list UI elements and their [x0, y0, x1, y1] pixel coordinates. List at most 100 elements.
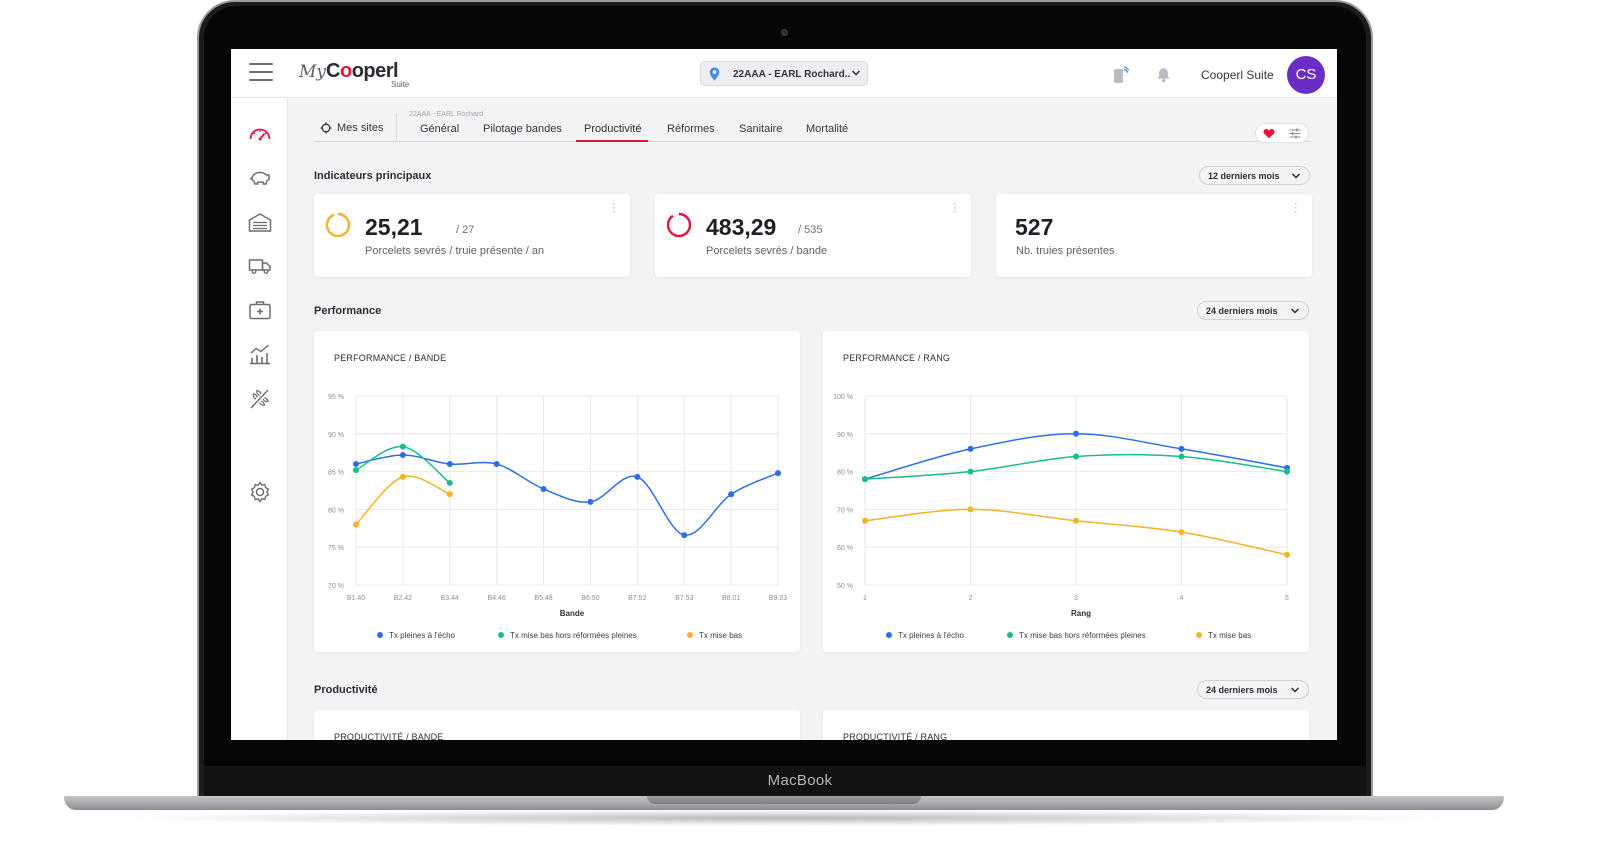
pig-icon[interactable]: [247, 165, 273, 191]
y-tick-label: 50 %: [837, 583, 853, 590]
data-point[interactable]: [1178, 445, 1185, 452]
data-point[interactable]: [1178, 529, 1185, 536]
location-pin-icon: [709, 67, 720, 81]
data-point[interactable]: [1284, 468, 1290, 475]
site-selector-value: 22AAA - EARL Rochard..: [733, 69, 851, 80]
data-point[interactable]: [493, 461, 500, 468]
user-name[interactable]: Cooperl Suite: [1201, 68, 1274, 82]
x-tick-label: B4.46: [488, 595, 506, 602]
data-point[interactable]: [353, 521, 359, 528]
chart-title: PRODUCTIVITÉ / RANG: [843, 732, 948, 740]
legend-item: Tx mise bas hors réformées pleines: [498, 631, 637, 640]
feed-icon[interactable]: [247, 385, 273, 411]
y-tick-label: 90 %: [328, 432, 344, 439]
data-point[interactable]: [399, 443, 406, 450]
data-point[interactable]: [1178, 453, 1185, 460]
tabs-row: Mes sites 22AAA - EARL Rochard Général P…: [314, 111, 1310, 142]
tab-mortalite[interactable]: Mortalité: [806, 123, 849, 135]
app-screen: MyCooperl Suite 22AAA - EARL Rochard.. C…: [231, 49, 1337, 740]
chart-title: PERFORMANCE / BANDE: [334, 353, 447, 363]
data-point[interactable]: [587, 498, 594, 505]
tab-separator: [396, 113, 397, 139]
period-select-performance[interactable]: 24 derniers mois: [1197, 301, 1309, 320]
data-point[interactable]: [446, 491, 453, 498]
data-point[interactable]: [634, 473, 641, 480]
hamburger-menu-icon[interactable]: [249, 63, 273, 83]
tab-actions: [1255, 123, 1309, 143]
chart-legend: Tx pleines à l'écho Tx mise bas hors réf…: [314, 631, 800, 643]
data-point[interactable]: [681, 532, 688, 539]
data-point[interactable]: [1284, 551, 1290, 558]
app-logo[interactable]: MyCooperl Suite: [299, 60, 410, 89]
kpi-value: 527: [1015, 214, 1054, 240]
heart-icon[interactable]: [1263, 128, 1275, 139]
filter-sliders-icon[interactable]: [1289, 128, 1301, 139]
tab-pilotage-bandes[interactable]: Pilotage bandes: [483, 123, 562, 135]
x-axis-label: Rang: [1071, 609, 1091, 618]
kpi-target: / 535: [798, 224, 823, 236]
data-point[interactable]: [540, 485, 547, 492]
data-point[interactable]: [1073, 517, 1079, 524]
legend-item: Tx mise bas hors réformées pleines: [1007, 631, 1146, 640]
legend-item: Tx pleines à l'écho: [377, 631, 455, 640]
settings-icon[interactable]: [247, 479, 273, 505]
analytics-icon[interactable]: [247, 341, 273, 367]
kpi-card-truies-presentes: 527 Nb. truies présentes · · ·: [996, 194, 1312, 277]
more-options-icon[interactable]: · · ·: [612, 198, 616, 218]
tab-productivite[interactable]: Productivité: [584, 123, 642, 135]
y-tick-label: 60 %: [837, 545, 853, 552]
data-point[interactable]: [1073, 430, 1079, 437]
chevron-down-icon: [851, 70, 861, 76]
period-select-indicateurs[interactable]: 12 derniers mois: [1199, 166, 1310, 185]
data-point[interactable]: [399, 451, 406, 458]
more-options-icon[interactable]: · · ·: [953, 198, 957, 218]
data-point[interactable]: [353, 467, 359, 474]
data-point[interactable]: [775, 470, 781, 477]
data-point[interactable]: [1073, 453, 1079, 460]
data-point[interactable]: [399, 473, 406, 480]
data-point[interactable]: [967, 468, 974, 475]
user-avatar[interactable]: CS: [1287, 56, 1325, 94]
x-axis-label: Bande: [560, 609, 585, 618]
building-icon[interactable]: [247, 209, 273, 235]
tab-reformes[interactable]: Réformes: [667, 123, 715, 135]
section-title-productivite: Productivité: [314, 684, 378, 696]
data-point[interactable]: [446, 461, 453, 468]
section-title-performance: Performance: [314, 305, 382, 317]
notification-bell-icon[interactable]: [1156, 67, 1171, 83]
chart-card-productivite-bande: PRODUCTIVITÉ / BANDE: [314, 710, 800, 740]
kpi-progress-ring: [666, 212, 692, 238]
truck-icon[interactable]: [247, 253, 273, 279]
site-selector[interactable]: 22AAA - EARL Rochard..: [700, 61, 868, 86]
x-tick-label: B7.52: [628, 595, 646, 602]
x-tick-label: B5.48: [534, 595, 552, 602]
data-point[interactable]: [728, 491, 735, 498]
chart-title: PRODUCTIVITÉ / BANDE: [334, 732, 444, 740]
more-options-icon[interactable]: · · ·: [1294, 198, 1298, 218]
phone-sync-icon[interactable]: [1113, 66, 1129, 84]
series-line: [355, 454, 779, 536]
chart-legend: Tx pleines à l'écho Tx mise bas hors réf…: [823, 631, 1309, 643]
chevron-down-icon: [1291, 173, 1301, 179]
data-point[interactable]: [446, 479, 453, 486]
tab-general[interactable]: Général: [420, 123, 460, 135]
x-tick-label: B8.01: [722, 595, 740, 602]
x-tick-label: B3.44: [441, 595, 459, 602]
data-point[interactable]: [862, 476, 868, 483]
kpi-label: Nb. truies présentes: [1016, 245, 1115, 257]
site-sublabel: 22AAA - EARL Rochard: [409, 111, 484, 118]
dashboard-icon[interactable]: [247, 121, 273, 147]
data-point[interactable]: [967, 445, 974, 452]
data-point[interactable]: [862, 517, 868, 524]
y-tick-label: 75 %: [328, 545, 344, 552]
kpi-value: 483,29: [706, 214, 777, 240]
y-tick-label: 70 %: [837, 507, 853, 514]
data-point[interactable]: [353, 461, 359, 468]
legend-item: Tx mise bas: [687, 631, 742, 640]
medical-kit-icon[interactable]: [247, 297, 273, 323]
data-point[interactable]: [967, 506, 974, 513]
tab-sanitaire[interactable]: Sanitaire: [739, 123, 783, 135]
x-tick-label: B7.53: [675, 595, 693, 602]
period-select-productivite[interactable]: 24 derniers mois: [1197, 680, 1309, 699]
x-tick-label: 4: [1180, 595, 1184, 602]
